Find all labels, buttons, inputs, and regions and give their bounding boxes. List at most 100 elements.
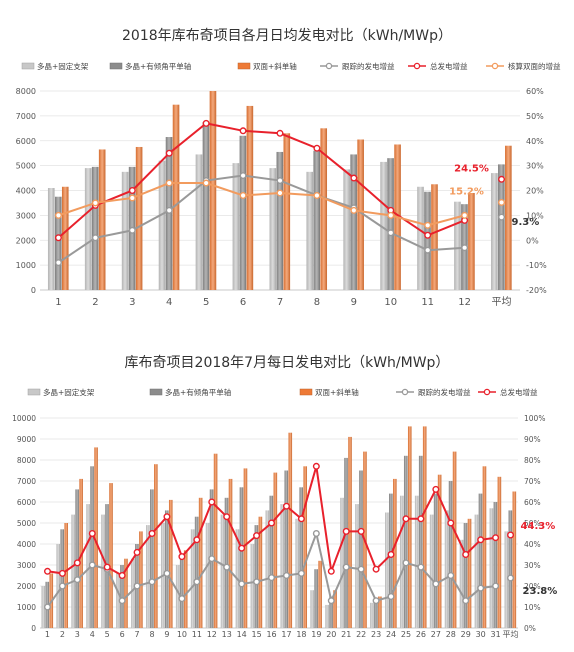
series-point (54, 259, 62, 267)
series-point (43, 567, 51, 575)
bar (258, 516, 263, 628)
bar (389, 493, 393, 628)
series-point (507, 574, 515, 582)
bar (243, 468, 248, 628)
y2-tick-label: 0% (526, 236, 539, 245)
series-line (57, 122, 465, 239)
series-point (297, 515, 305, 523)
series-point (462, 597, 470, 605)
x-tick-label: 10 (384, 297, 397, 308)
series-point (424, 246, 432, 254)
series-point (282, 502, 290, 510)
y-tick-label: 4000 (16, 187, 36, 196)
x-tick-label: 3 (129, 297, 135, 308)
y-tick-label: 5000 (17, 519, 36, 528)
bar (433, 493, 438, 628)
series-point (58, 569, 66, 577)
series-point (165, 206, 173, 214)
y-tick-label: 1000 (16, 261, 36, 270)
bar (424, 191, 431, 290)
series-point (73, 576, 81, 584)
series-point (327, 597, 335, 605)
x-tick-label: 平均 (503, 629, 519, 639)
bar (444, 510, 449, 628)
series-point (163, 513, 171, 521)
y-tick-label: 6000 (17, 498, 36, 507)
bar (56, 544, 61, 628)
bar (86, 504, 90, 628)
series-point (312, 462, 320, 470)
bar (135, 146, 143, 290)
y2-tick-label: 20% (526, 187, 544, 196)
bar (303, 466, 308, 628)
series-point (128, 186, 136, 194)
series-point (357, 565, 365, 573)
bar (209, 91, 217, 290)
bar (224, 497, 229, 628)
legend-label: 多晶+有倾角平单轴 (125, 61, 191, 71)
series-point (202, 179, 210, 187)
x-tick-label: 1 (55, 297, 61, 308)
bar (429, 514, 434, 628)
bar (310, 590, 314, 628)
x-tick-label: 1 (45, 630, 50, 639)
series-line (58, 182, 465, 227)
bar (343, 169, 350, 290)
legend-marker (491, 62, 499, 70)
x-tick-label: 26 (416, 630, 426, 639)
y-tick-label: 3000 (16, 211, 36, 220)
bar (146, 525, 150, 628)
legend-swatch (21, 62, 35, 70)
x-tick-label: 10 (177, 630, 187, 639)
x-tick-label: 31 (491, 630, 501, 639)
series-point (498, 198, 506, 206)
y2-tick-label: 60% (526, 87, 544, 96)
bar (431, 184, 438, 290)
series-point (432, 485, 440, 493)
legend-swatch (299, 388, 313, 396)
series-point (357, 527, 365, 535)
x-tick-label: 12 (458, 297, 471, 308)
bar (71, 514, 75, 628)
y-tick-label: 0 (31, 624, 36, 633)
bar (414, 495, 419, 628)
series-point (238, 580, 246, 588)
bar (154, 464, 158, 628)
bar (355, 504, 359, 628)
series-point (387, 551, 395, 559)
chart-1: 2018年库布奇项目各月日均发电对比（kWh/MWp） 多晶+固定支架 多晶+有倾角… (16, 27, 561, 308)
y2-tick-label: 30% (526, 162, 544, 171)
series-point (91, 234, 99, 242)
y-tick-label: 8000 (16, 87, 36, 96)
bar (348, 436, 352, 628)
series-point (239, 191, 247, 199)
legend-swatch (27, 388, 41, 396)
bar (54, 196, 62, 290)
series-point (91, 199, 99, 207)
legend-label: 总发电增益 (500, 387, 538, 397)
series-point (118, 572, 126, 580)
bar (333, 590, 337, 628)
series-point (253, 532, 261, 540)
series-point (128, 226, 136, 234)
bar (195, 154, 203, 290)
x-tick-label: 15 (252, 630, 262, 639)
bar (205, 523, 210, 628)
series-point (268, 519, 276, 527)
bar (250, 544, 255, 628)
x-tick-label: 平均 (492, 296, 512, 308)
y-tick-label: 7000 (17, 477, 36, 486)
bar (407, 426, 412, 628)
series-point (498, 213, 506, 221)
series-point (88, 530, 96, 538)
x-tick-label: 3 (75, 630, 80, 639)
x-tick-label: 12 (207, 630, 217, 639)
bar (299, 487, 304, 628)
y2-tick-label: 100% (524, 414, 545, 423)
series-point (498, 175, 506, 183)
bar (109, 483, 113, 628)
series-point (223, 513, 231, 521)
x-tick-label: 2 (60, 630, 65, 639)
